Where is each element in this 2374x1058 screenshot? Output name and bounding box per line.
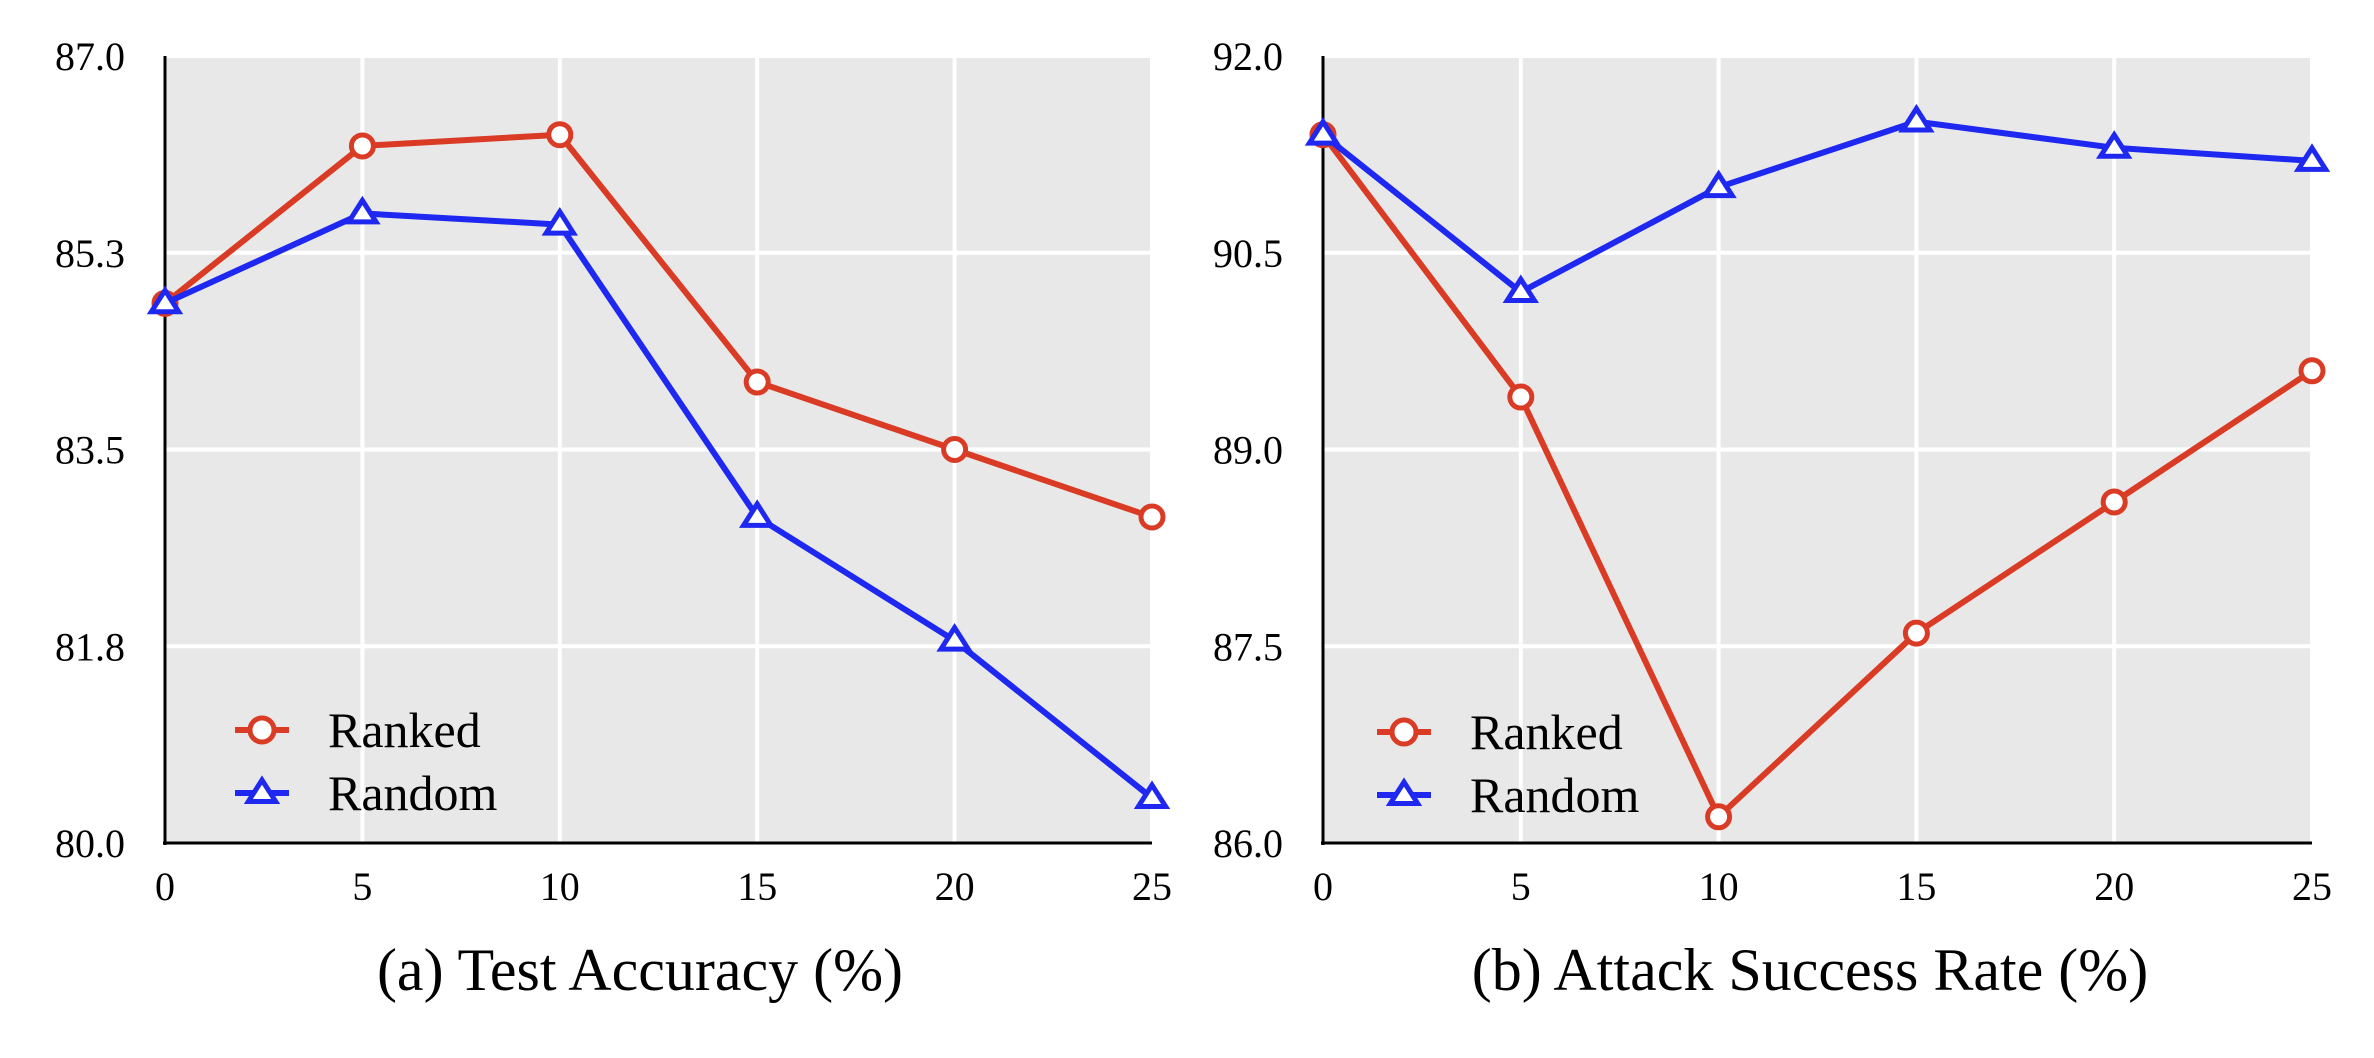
data-point-ranked — [2100, 488, 2128, 516]
data-point-random — [344, 195, 381, 225]
data-point-random — [1700, 169, 1737, 199]
chart-panel-a: 80.0 81.8 83.5 85.3 87.0 0 5 10 15 20 25 Ranked Rand… — [55, 34, 1172, 1003]
data-point-ranked — [1705, 803, 1733, 831]
data-point-ranked — [941, 436, 969, 463]
legend-marker-ranked — [247, 715, 277, 745]
data-point-ranked — [546, 121, 574, 149]
y-tick-label: 81.8 — [55, 624, 125, 669]
y-tick-label: 87.5 — [1213, 624, 1283, 669]
chart-caption: (a) Test Accuracy (%) — [377, 937, 903, 1003]
x-tick-label: 10 — [1699, 864, 1739, 909]
x-tick-label: 25 — [1132, 864, 1172, 909]
chart-panel-b: 86.0 87.5 89.0 90.5 92.0 0 5 10 15 20 25 Ranked Rand… — [1213, 34, 2332, 1003]
series-line-ranked — [163, 131, 1153, 520]
legend-label-ranked: Ranked — [1470, 704, 1623, 760]
y-tick-label: 83.5 — [55, 428, 125, 473]
legend-marker-random — [1385, 777, 1423, 806]
x-tick-label: 5 — [1511, 864, 1531, 909]
data-point-ranked — [1902, 619, 1930, 647]
x-tick-label: 15 — [737, 864, 777, 909]
data-point-ranked — [2298, 357, 2326, 385]
data-point-random — [2293, 143, 2331, 172]
data-point-random — [2095, 130, 2133, 159]
legend-label-random: Random — [328, 765, 498, 821]
x-tick-label: 20 — [935, 864, 975, 909]
legend-marker-ranked — [1389, 717, 1419, 747]
y-tick-label: 89.0 — [1213, 428, 1283, 473]
y-tick-label: 85.3 — [55, 231, 125, 276]
data-point-random — [936, 622, 973, 652]
data-point-random — [1133, 780, 1171, 809]
series-line-random — [163, 210, 1154, 801]
series-line-random — [1321, 118, 2313, 296]
y-tick-label: 92.0 — [1213, 34, 1283, 79]
data-point-ranked — [743, 368, 771, 396]
x-tick-label: 10 — [540, 864, 580, 909]
data-point-random — [738, 499, 776, 528]
data-point-ranked — [348, 132, 376, 160]
x-tick-label: 25 — [2292, 864, 2332, 909]
legend-label-ranked: Ranked — [328, 702, 481, 758]
x-tick-label: 0 — [155, 864, 175, 909]
data-point-random — [146, 285, 184, 315]
x-tick-label: 15 — [1896, 864, 1936, 909]
data-point-random — [1502, 274, 1540, 304]
data-point-random — [541, 206, 579, 236]
data-point-random — [1898, 103, 1935, 133]
legend-marker-random — [243, 775, 281, 804]
y-tick-label: 86.0 — [1213, 821, 1283, 866]
y-tick-label: 87.0 — [55, 34, 125, 79]
y-tick-label: 80.0 — [55, 821, 125, 866]
legend-label-random: Random — [1470, 767, 1640, 823]
x-tick-label: 0 — [1313, 864, 1333, 909]
chart-caption: (b) Attack Success Rate (%) — [1472, 937, 2148, 1003]
data-point-ranked — [1507, 383, 1535, 411]
data-point-ranked — [1138, 503, 1166, 531]
y-tick-label: 90.5 — [1213, 231, 1283, 276]
x-tick-label: 20 — [2094, 864, 2134, 909]
data-point-random — [1304, 117, 1342, 146]
x-tick-label: 5 — [352, 864, 372, 909]
series-line-ranked — [1320, 132, 2314, 820]
